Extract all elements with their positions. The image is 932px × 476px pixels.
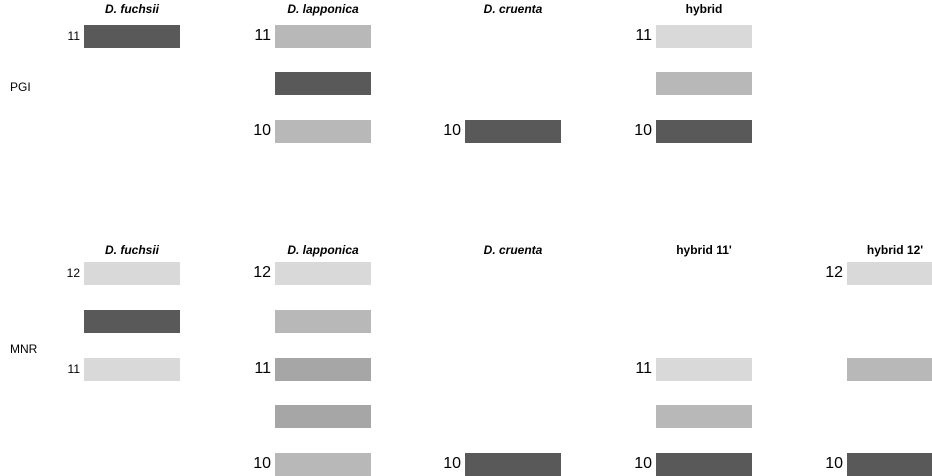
gel-band — [84, 262, 180, 285]
locus-label-pgi: PGI — [10, 80, 31, 94]
column-header: hybrid — [685, 2, 723, 16]
band-label: 11 — [635, 27, 652, 44]
gel-band — [465, 120, 561, 143]
gel-band — [275, 310, 371, 333]
band-label: 11 — [254, 360, 271, 377]
gel-band — [275, 25, 371, 48]
band-label: 10 — [253, 455, 271, 472]
band-label: 10 — [634, 455, 652, 472]
band-label: 11 — [67, 362, 80, 376]
column-header: hybrid 12' — [866, 243, 924, 257]
gel-band — [847, 262, 932, 285]
gel-band — [275, 262, 371, 285]
gel-band — [656, 358, 752, 381]
column-header: hybrid 11' — [676, 243, 732, 257]
gel-band — [275, 120, 371, 143]
gel-band — [84, 358, 180, 381]
locus-label-mnr: MNR — [10, 342, 38, 356]
column-header: D. lapponica — [287, 2, 359, 16]
gel-band — [847, 358, 932, 381]
band-label: 10 — [443, 455, 461, 472]
gel-band — [465, 453, 561, 476]
band-label: 11 — [67, 29, 80, 43]
band-label: 10 — [825, 455, 843, 472]
band-label: 12 — [66, 266, 80, 280]
column-header: D. cruenta — [483, 243, 543, 257]
gel-band — [275, 72, 371, 95]
column-header: D. fuchsii — [104, 243, 159, 257]
gel-band — [84, 310, 180, 333]
gel-band — [275, 405, 371, 428]
column-header: D. lapponica — [287, 243, 359, 257]
gel-band — [275, 358, 371, 381]
band-label: 10 — [443, 122, 461, 139]
column-header: D. fuchsii — [104, 2, 159, 16]
gel-band — [275, 453, 371, 476]
gel-band — [656, 120, 752, 143]
band-label: 12 — [825, 264, 843, 281]
band-label: 11 — [635, 360, 652, 377]
gel-band — [656, 25, 752, 48]
band-label: 10 — [634, 122, 652, 139]
band-label: 11 — [254, 27, 271, 44]
gel-band — [656, 72, 752, 95]
gel-band — [847, 453, 932, 476]
band-label: 12 — [253, 264, 271, 281]
gel-band — [84, 25, 180, 48]
gel-band — [656, 453, 752, 476]
column-header: D. cruenta — [483, 2, 543, 16]
band-label: 10 — [253, 122, 271, 139]
gel-band — [656, 405, 752, 428]
